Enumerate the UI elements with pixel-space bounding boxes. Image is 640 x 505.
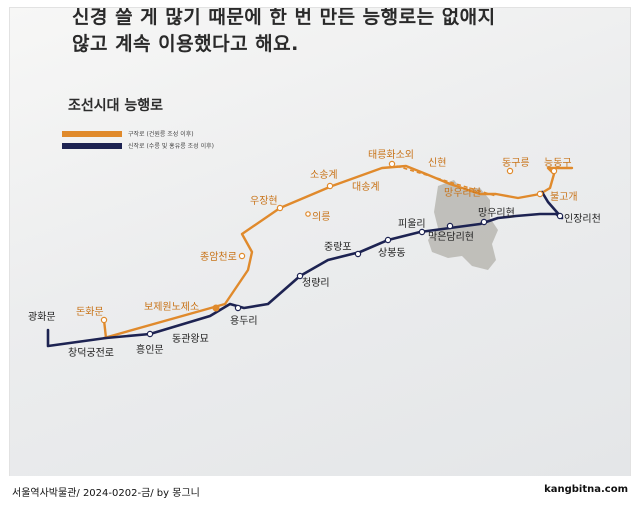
- node-heunginmun: [146, 330, 154, 338]
- label-sangbong: 상봉동: [378, 248, 406, 259]
- label-taereung: 태릉화소외: [368, 150, 414, 161]
- label-heunginmun: 흥인문: [136, 345, 164, 356]
- node-sosong: [326, 182, 334, 190]
- label-donhwamun: 돈화문: [76, 307, 104, 318]
- node-taereung: [388, 160, 396, 168]
- label-piulli: 피울리: [398, 219, 426, 230]
- node-mangu-new: [480, 218, 488, 226]
- node-megeun: [446, 222, 454, 230]
- node-bulgogae: [536, 190, 544, 198]
- label-bulgogae: 불고개: [550, 192, 578, 203]
- label-injang: 인장리천: [564, 214, 601, 225]
- label-sosong: 소송계: [310, 170, 338, 181]
- legend-new-road-swatch: [62, 143, 122, 149]
- node-bojewon: [212, 304, 220, 312]
- node-cheongnyangni: [296, 272, 304, 280]
- label-changdeok: 창덕궁전로: [68, 348, 114, 359]
- headline-line-2: 않고 계속 이용했다고 해요.: [72, 33, 299, 55]
- label-donggureung: 동구릉: [502, 158, 530, 169]
- headline-text: 신경 쓸 게 많기 때문에 한 번 만든 능행로는 없애지 않고 계속 이용했다…: [72, 8, 612, 58]
- label-uireung: 의릉: [312, 212, 331, 223]
- label-sinhyeon: 신현: [428, 158, 447, 169]
- route-map: [46, 160, 574, 348]
- footer-site: kangbitna.com: [544, 484, 628, 495]
- node-jungnangpo: [354, 250, 362, 258]
- legend-old-road: 구작로 (건원릉 조성 이후): [62, 130, 282, 140]
- label-daesong: 대송계: [352, 182, 380, 193]
- label-jongam: 종암천로: [200, 252, 237, 263]
- legend-old-road-swatch: [62, 131, 122, 137]
- label-neunggu: 능동구: [544, 158, 572, 169]
- node-injang: [556, 212, 564, 220]
- node-piulli: [418, 228, 426, 236]
- old-road-dashed-link: [389, 163, 497, 197]
- label-megeun: 막은담리현: [428, 232, 474, 243]
- legend-new-road-label: 신작로 (수릉 및 홍유릉 조성 이후): [128, 143, 214, 150]
- node-donggureung: [506, 167, 514, 175]
- label-gwanghwamun: 광화문: [28, 312, 56, 323]
- label-bojewon: 보제원노제소: [144, 302, 200, 313]
- footer-caption: 서울역사박물관/ 2024-0202-금/ by 몽그니: [12, 488, 200, 499]
- label-ujang: 우장현: [250, 196, 278, 207]
- node-sangbong: [384, 236, 392, 244]
- legend-new-road: 신작로 (수릉 및 홍유릉 조성 이후): [62, 142, 282, 152]
- label-jungnangpo: 중랑포: [324, 242, 352, 253]
- label-mangu-new: 망우리현: [478, 208, 515, 219]
- label-mangu-old: 망우리현: [444, 188, 481, 199]
- node-donhwamun: [100, 316, 108, 324]
- label-yongduri: 용두리: [230, 316, 258, 327]
- node-yongduri: [234, 304, 242, 312]
- node-jongam: [238, 252, 246, 260]
- node-uireung: [305, 211, 311, 217]
- photo-frame: 신경 쓸 게 많기 때문에 한 번 만든 능행로는 없애지 않고 계속 이용했다…: [10, 8, 630, 476]
- node-neunggu: [550, 167, 558, 175]
- node-ujang: [276, 204, 284, 212]
- map-title: 조선시대 능행로: [68, 98, 164, 114]
- footer-bar: 서울역사박물관/ 2024-0202-금/ by 몽그니 kangbitna.c…: [0, 476, 640, 505]
- label-donggwan: 동관왕묘: [172, 334, 209, 345]
- label-cheongnyangni: 청량리: [302, 278, 330, 289]
- legend-old-road-label: 구작로 (건원릉 조성 이후): [128, 131, 194, 138]
- headline-line-1: 신경 쓸 게 많기 때문에 한 번 만든 능행로는 없애지: [72, 8, 496, 28]
